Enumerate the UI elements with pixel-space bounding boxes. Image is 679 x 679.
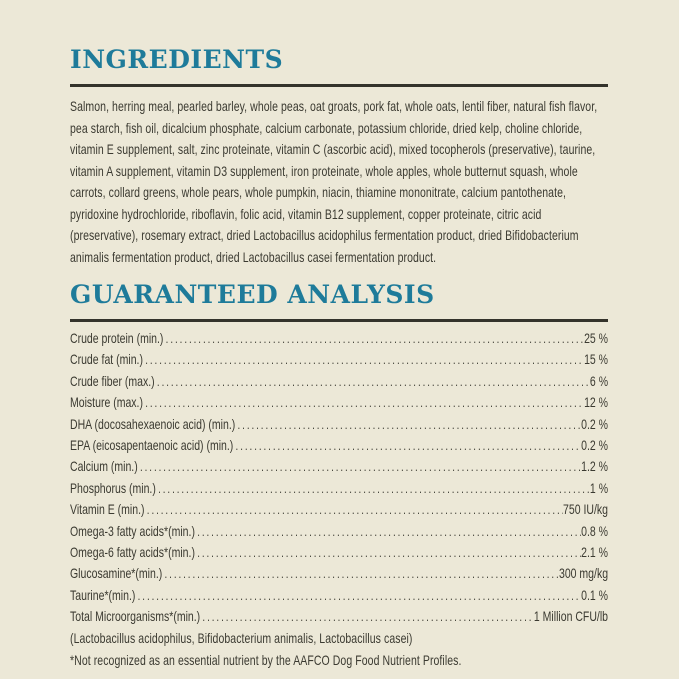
ingredients-section: INGREDIENTS Salmon, herring meal, pearle… bbox=[70, 46, 608, 268]
dot-leader bbox=[138, 456, 581, 477]
dot-leader bbox=[200, 606, 534, 627]
dot-leader bbox=[135, 585, 581, 606]
analysis-row-value: 6 % bbox=[589, 372, 609, 389]
analysis-table-row: Crude protein (min.) 25 % bbox=[70, 328, 608, 349]
analysis-table-row: EPA (eicosapentaenoic acid) (min.) 0.2 % bbox=[70, 435, 608, 456]
dot-leader bbox=[156, 478, 590, 499]
dot-leader bbox=[143, 349, 584, 370]
dot-leader bbox=[195, 521, 581, 542]
dot-leader bbox=[145, 499, 564, 520]
analysis-row-label: Vitamin E (min.) bbox=[70, 501, 145, 518]
analysis-row-value: 12 % bbox=[584, 394, 609, 411]
analysis-table-row: Crude fat (min.) 15 % bbox=[70, 349, 608, 370]
analysis-table: Crude protein (min.) 25 % Crude fat (min… bbox=[70, 328, 608, 628]
dot-leader bbox=[235, 414, 581, 435]
analysis-row-label: Omega-3 fatty acids*(min.) bbox=[70, 522, 195, 539]
analysis-row-value: 0.2 % bbox=[581, 415, 609, 432]
analysis-table-row: Glucosamine*(min.) 300 mg/kg bbox=[70, 563, 608, 584]
dot-leader bbox=[233, 435, 581, 456]
analysis-table-row: Moisture (max.) 12 % bbox=[70, 392, 608, 413]
analysis-table-row: Calcium (min.) 1.2 % bbox=[70, 456, 608, 477]
analysis-row-label: Total Microorganisms*(min.) bbox=[70, 608, 201, 625]
analysis-row-label: Phosphorus (min.) bbox=[70, 479, 156, 496]
guaranteed-analysis-section: GUARANTEED ANALYSIS Crude protein (min.)… bbox=[70, 281, 608, 672]
dot-leader bbox=[195, 542, 581, 563]
analysis-row-value: 0.2 % bbox=[581, 437, 609, 454]
analysis-table-row: Omega-6 fatty acids*(min.) 2.1 % bbox=[70, 542, 608, 563]
analysis-row-label: DHA (docosahexaenoic acid) (min.) bbox=[70, 415, 236, 432]
dot-leader bbox=[155, 371, 590, 392]
analysis-table-row: Total Microorganisms*(min.) 1 Million CF… bbox=[70, 606, 608, 627]
analysis-table-row: Vitamin E (min.) 750 IU/kg bbox=[70, 499, 608, 520]
analysis-row-value: 0.1 % bbox=[581, 586, 609, 603]
analysis-row-label: Calcium (min.) bbox=[70, 458, 138, 475]
dot-leader bbox=[143, 392, 584, 413]
dot-leader bbox=[163, 328, 584, 349]
guaranteed-analysis-title: GUARANTEED ANALYSIS bbox=[70, 280, 435, 309]
analysis-table-row: Phosphorus (min.) 1 % bbox=[70, 478, 608, 499]
analysis-row-value: 2.1 % bbox=[581, 544, 609, 561]
analysis-row-value: 1 % bbox=[589, 479, 609, 496]
analysis-table-row: Crude fiber (max.) 6 % bbox=[70, 371, 608, 392]
analysis-table-row: Taurine*(min.) 0.1 % bbox=[70, 585, 608, 606]
analysis-row-label: Omega-6 fatty acids*(min.) bbox=[70, 544, 195, 561]
section-divider bbox=[70, 319, 608, 322]
analysis-row-label: Crude protein (min.) bbox=[70, 330, 164, 346]
ingredients-text: Salmon, herring meal, pearled barley, wh… bbox=[70, 98, 598, 265]
analysis-row-value: 750 IU/kg bbox=[563, 501, 609, 518]
analysis-row-value: 1 Million CFU/lb bbox=[533, 608, 609, 625]
microorganisms-species-note: (Lactobacillus acidophilus, Bifidobacter… bbox=[70, 629, 413, 646]
analysis-table-row: DHA (docosahexaenoic acid) (min.) 0.2 % bbox=[70, 414, 608, 435]
analysis-row-label: EPA (eicosapentaenoic acid) (min.) bbox=[70, 437, 234, 454]
analysis-row-value: 1.2 % bbox=[581, 458, 609, 475]
analysis-row-label: Moisture (max.) bbox=[70, 394, 143, 411]
analysis-row-label: Crude fiber (max.) bbox=[70, 372, 155, 389]
analysis-row-value: 25 % bbox=[584, 330, 609, 346]
analysis-row-label: Glucosamine*(min.) bbox=[70, 565, 163, 582]
analysis-row-label: Crude fat (min.) bbox=[70, 351, 143, 368]
analysis-row-label: Taurine*(min.) bbox=[70, 586, 136, 603]
analysis-table-row: Omega-3 fatty acids*(min.) 0.8 % bbox=[70, 521, 608, 542]
ingredients-title: INGREDIENTS bbox=[70, 45, 284, 74]
analysis-row-value: 300 mg/kg bbox=[558, 565, 609, 582]
analysis-row-value: 0.8 % bbox=[581, 522, 609, 539]
analysis-row-value: 15 % bbox=[584, 351, 609, 368]
dot-leader bbox=[162, 563, 559, 584]
aafco-footnote: *Not recognized as an essential nutrient… bbox=[70, 652, 462, 669]
section-divider bbox=[70, 84, 608, 87]
